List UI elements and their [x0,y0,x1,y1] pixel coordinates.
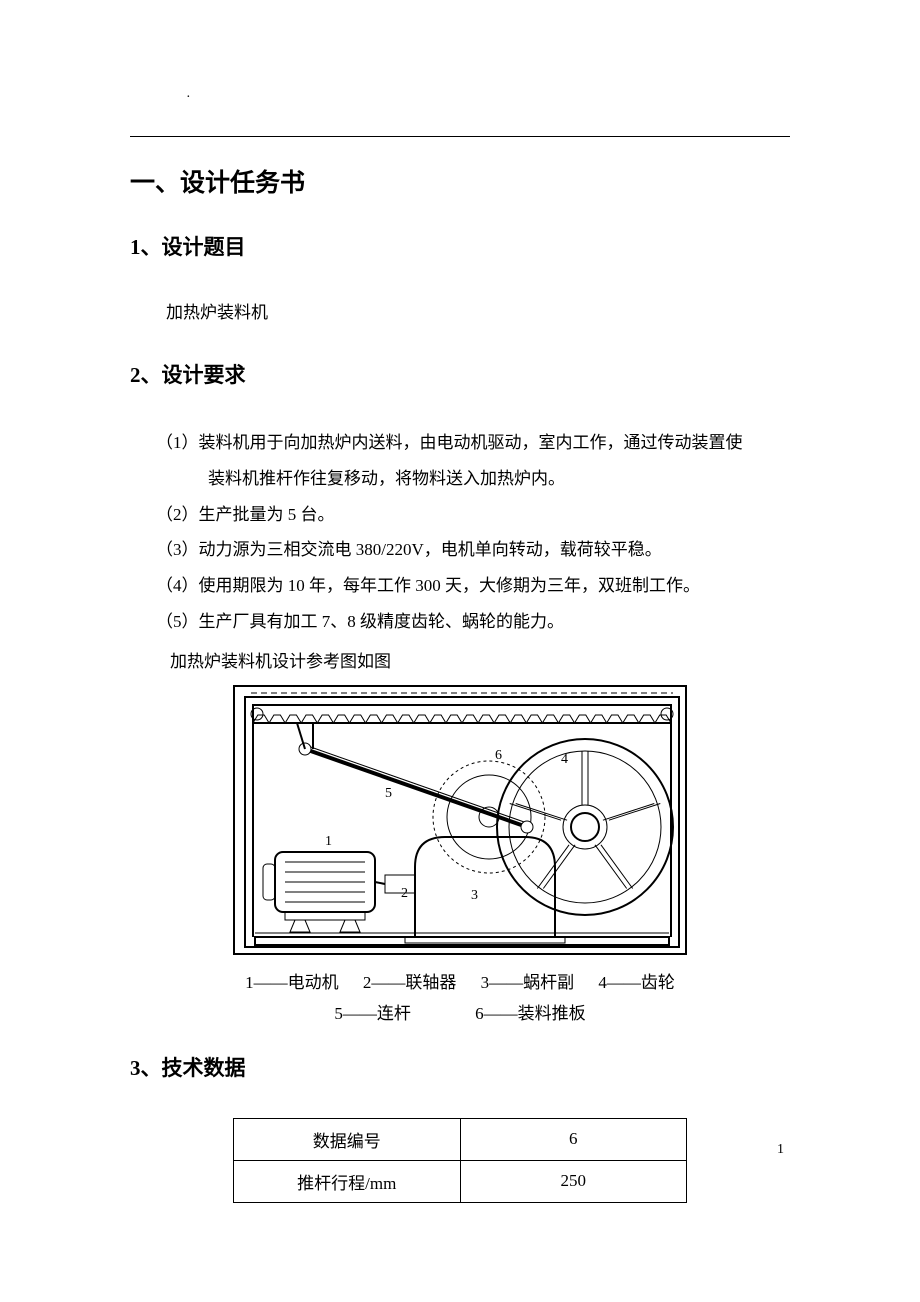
subheading-technical-data: 3、技术数据 [130,1052,790,1082]
diagram-container: 1 2 3 4 5 6 [130,685,790,962]
svg-text:2: 2 [401,886,408,901]
requirement-3: （3）动力源为三相交流电 380/220V，电机单向转动，载荷较平稳。 [156,532,790,568]
legend-item-5: 5——连杆 [334,1004,411,1023]
mechanical-diagram: 1 2 3 4 5 6 [233,685,687,955]
decor-dot: · [186,90,790,106]
table-cell-value: 6 [460,1118,687,1160]
table-cell-label: 数据编号 [234,1118,461,1160]
legend-row-2: 5——连杆 6——装料推板 [130,999,790,1030]
horizontal-rule [130,136,790,137]
technical-data-table: 数据编号 6 推杆行程/mm 250 [233,1118,687,1203]
legend-item-4: 4——齿轮 [598,973,675,992]
table-cell-value: 250 [460,1160,687,1202]
requirement-1-line2: 装料机推杆作往复移动，将物料送入加热炉内。 [156,461,790,497]
legend-item-2: 2——联轴器 [363,973,457,992]
table-cell-label: 推杆行程/mm [234,1160,461,1202]
requirement-5: （5）生产厂具有加工 7、8 级精度齿轮、蜗轮的能力。 [156,604,790,640]
diagram-legend: 1——电动机 2——联轴器 3——蜗杆副 4——齿轮 5——连杆 6——装料推板 [130,968,790,1029]
page-number: 1 [777,1142,784,1158]
legend-item-1: 1——电动机 [245,973,339,992]
table-row: 数据编号 6 [234,1118,687,1160]
requirement-2: （2）生产批量为 5 台。 [156,497,790,533]
heading-design-task: 一、设计任务书 [130,163,790,199]
requirement-1-line1: （1）装料机用于向加热炉内送料，由电动机驱动，室内工作，通过传动装置使 [156,425,790,461]
svg-text:6: 6 [495,748,502,763]
table-row: 推杆行程/mm 250 [234,1160,687,1202]
legend-item-3: 3——蜗杆副 [481,973,575,992]
svg-text:3: 3 [471,888,478,903]
diagram-svg: 1 2 3 4 5 6 [235,687,689,957]
legend-row-1: 1——电动机 2——联轴器 3——蜗杆副 4——齿轮 [130,968,790,999]
requirement-4: （4）使用期限为 10 年，每年工作 300 天，大修期为三年，双班制工作。 [156,568,790,604]
document-page: · 一、设计任务书 1、设计题目 加热炉装料机 2、设计要求 （1）装料机用于向… [0,0,920,1263]
svg-text:1: 1 [325,834,332,849]
requirements-list: （1）装料机用于向加热炉内送料，由电动机驱动，室内工作，通过传动装置使 装料机推… [156,425,790,639]
design-topic-body: 加热炉装料机 [166,297,790,329]
svg-text:5: 5 [385,786,392,801]
legend-item-6: 6——装料推板 [475,1004,586,1023]
subheading-design-topic: 1、设计题目 [130,231,790,261]
subheading-design-requirements: 2、设计要求 [130,359,790,389]
reference-caption: 加热炉装料机设计参考图如图 [170,645,790,679]
svg-text:4: 4 [561,752,568,767]
